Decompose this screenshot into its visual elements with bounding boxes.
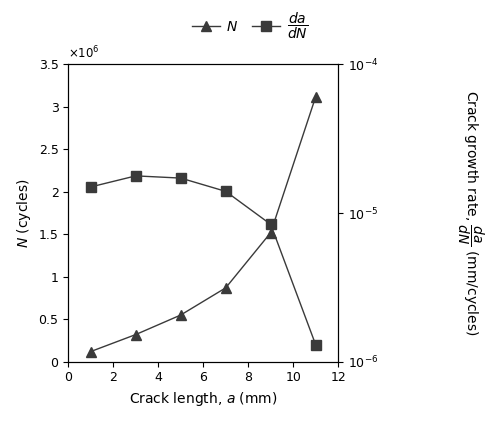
$\dfrac{da}{dN}$ [88,184,94,190]
$\dfrac{da}{dN}$ [268,222,274,227]
$N$ [222,285,228,290]
Y-axis label: $N$ (cycles): $N$ (cycles) [15,179,33,248]
$N$ [312,94,318,99]
$N$ [88,349,94,354]
$\dfrac{da}{dN}$ [222,189,228,194]
$\dfrac{da}{dN}$ [312,342,318,347]
$N$ [133,332,139,337]
Legend: $N$, $\dfrac{da}{dN}$: $N$, $\dfrac{da}{dN}$ [188,7,312,46]
Y-axis label: Crack growth rate, $\dfrac{da}{dN}$ (mm/cycles): Crack growth rate, $\dfrac{da}{dN}$ (mm/… [454,90,485,336]
$\dfrac{da}{dN}$ [178,176,184,181]
$\dfrac{da}{dN}$ [133,173,139,179]
Text: $\times10^6$: $\times10^6$ [68,45,100,61]
Line: $N$: $N$ [86,92,320,357]
Line: $\dfrac{da}{dN}$: $\dfrac{da}{dN}$ [86,171,320,350]
$N$ [268,230,274,235]
$N$ [178,313,184,318]
X-axis label: Crack length, $a$ (mm): Crack length, $a$ (mm) [129,390,278,408]
